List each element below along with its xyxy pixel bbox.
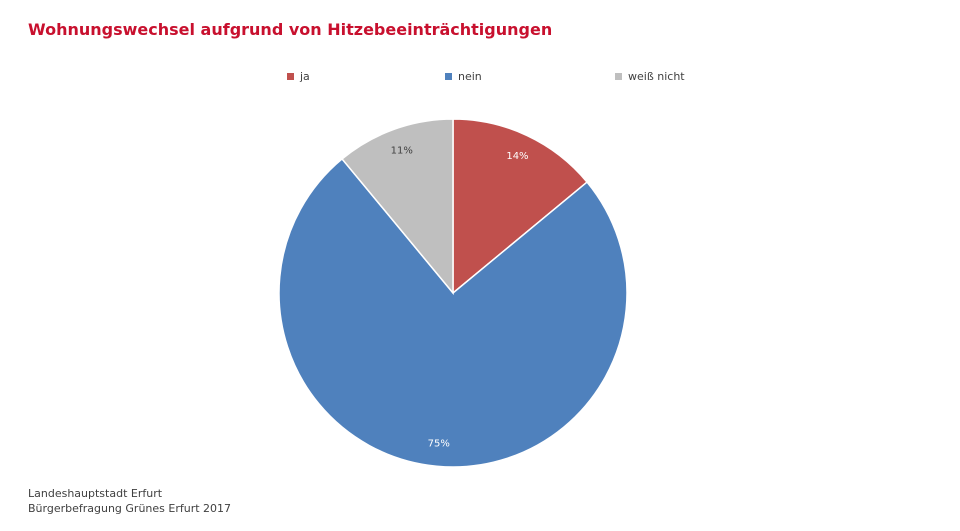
legend-item-nein: nein: [445, 70, 482, 83]
data-label-weiss-nicht: 11%: [391, 146, 413, 157]
legend-swatch-weiss-nicht: [615, 73, 622, 80]
legend-label-weiss-nicht: weiß nicht: [628, 70, 685, 83]
chart-title: Wohnungswechsel aufgrund von Hitzebeeint…: [28, 20, 553, 39]
legend-label-ja: ja: [300, 70, 310, 83]
pie-slice-nein: [278, 157, 628, 468]
legend-item-ja: ja: [287, 70, 310, 83]
data-label-ja: 14%: [506, 151, 528, 162]
data-label-nein: 75%: [428, 439, 450, 450]
legend-swatch-ja: [287, 73, 294, 80]
legend: ja nein weiß nicht: [0, 70, 960, 86]
footer-line-survey: Bürgerbefragung Grünes Erfurt 2017: [28, 502, 232, 515]
legend-label-nein: nein: [458, 70, 482, 83]
pie-slice-ja: [452, 118, 589, 295]
legend-item-weiss-nicht: weiß nicht: [615, 70, 685, 83]
footer: Landeshauptstadt Erfurt Bürgerbefragung …: [28, 486, 231, 516]
footer-line-publisher: Landeshauptstadt Erfurt: [28, 487, 163, 500]
legend-swatch-nein: [445, 73, 452, 80]
pie-slice-weiss-nicht: [341, 118, 454, 296]
